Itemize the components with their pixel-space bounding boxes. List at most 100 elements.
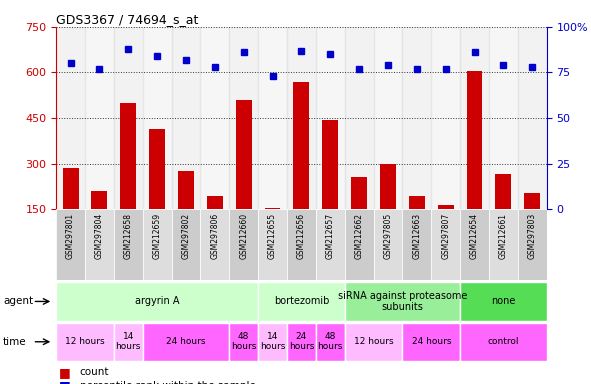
Bar — [258, 27, 287, 209]
Text: 48
hours: 48 hours — [231, 332, 256, 351]
Text: 12 hours: 12 hours — [354, 337, 394, 346]
Bar — [229, 323, 258, 361]
Text: 14
hours: 14 hours — [116, 332, 141, 351]
Bar — [265, 208, 281, 255]
Text: GSM212658: GSM212658 — [124, 213, 133, 259]
Bar — [345, 323, 402, 361]
Text: 48
hours: 48 hours — [317, 332, 343, 351]
Text: ■: ■ — [59, 366, 71, 379]
Bar — [316, 209, 345, 280]
Bar — [316, 27, 345, 209]
Bar — [63, 168, 79, 255]
Text: GSM297804: GSM297804 — [95, 213, 104, 259]
Text: count: count — [80, 367, 109, 377]
Bar — [524, 192, 540, 255]
Bar — [345, 27, 374, 209]
Text: siRNA against proteasome
subunits: siRNA against proteasome subunits — [337, 291, 467, 312]
Bar — [287, 209, 316, 280]
Text: 24
hours: 24 hours — [289, 332, 314, 351]
Bar — [142, 27, 171, 209]
Text: GSM297807: GSM297807 — [441, 213, 450, 259]
Text: GSM212655: GSM212655 — [268, 213, 277, 259]
Bar — [200, 27, 229, 209]
Bar — [431, 209, 460, 280]
Bar — [402, 27, 431, 209]
Bar — [460, 27, 489, 209]
Text: argyrin A: argyrin A — [135, 296, 180, 306]
Bar — [380, 164, 396, 255]
Bar — [351, 177, 367, 255]
Bar — [92, 191, 108, 255]
Bar — [431, 27, 460, 209]
Text: GSM212662: GSM212662 — [355, 213, 363, 259]
Bar — [56, 209, 85, 280]
Text: agent: agent — [3, 296, 33, 306]
Bar — [460, 209, 489, 280]
Text: GSM212657: GSM212657 — [326, 213, 335, 259]
Text: GSM212660: GSM212660 — [239, 213, 248, 259]
Text: GDS3367 / 74694_s_at: GDS3367 / 74694_s_at — [56, 13, 199, 26]
Bar — [171, 27, 200, 209]
Text: ■: ■ — [59, 379, 71, 384]
Bar — [438, 205, 454, 255]
Bar — [402, 323, 460, 361]
Text: GSM212661: GSM212661 — [499, 213, 508, 259]
Bar — [114, 323, 142, 361]
Text: GSM212654: GSM212654 — [470, 213, 479, 259]
Bar — [460, 282, 547, 321]
Text: 12 hours: 12 hours — [65, 337, 105, 346]
Bar — [171, 209, 200, 280]
Bar — [207, 195, 223, 255]
Bar — [489, 209, 518, 280]
Bar — [200, 209, 229, 280]
Bar — [258, 323, 287, 361]
Bar — [294, 82, 309, 255]
Bar — [114, 27, 142, 209]
Bar — [460, 323, 547, 361]
Bar — [374, 27, 402, 209]
Bar — [402, 209, 431, 280]
Text: time: time — [3, 337, 27, 347]
Bar — [149, 129, 165, 255]
Text: 14
hours: 14 hours — [260, 332, 285, 351]
Bar — [322, 119, 338, 255]
Bar — [409, 195, 425, 255]
Bar — [258, 282, 345, 321]
Text: GSM212656: GSM212656 — [297, 213, 306, 259]
Bar — [345, 209, 374, 280]
Bar — [114, 209, 142, 280]
Bar — [229, 209, 258, 280]
Text: bortezomib: bortezomib — [274, 296, 329, 306]
Text: GSM297801: GSM297801 — [66, 213, 75, 259]
Bar — [518, 209, 547, 280]
Bar — [489, 27, 518, 209]
Bar — [495, 174, 511, 255]
Bar — [316, 323, 345, 361]
Bar — [374, 209, 402, 280]
Bar — [121, 103, 136, 255]
Bar — [518, 27, 547, 209]
Text: 24 hours: 24 hours — [411, 337, 451, 346]
Bar — [258, 209, 287, 280]
Text: GSM212663: GSM212663 — [413, 213, 421, 259]
Bar — [85, 27, 114, 209]
Text: GSM297803: GSM297803 — [528, 213, 537, 259]
Text: GSM297806: GSM297806 — [210, 213, 219, 259]
Bar — [178, 171, 194, 255]
Bar — [287, 27, 316, 209]
Bar — [142, 209, 171, 280]
Bar — [85, 209, 114, 280]
Text: GSM297805: GSM297805 — [384, 213, 392, 259]
Text: GSM297802: GSM297802 — [181, 213, 190, 259]
Bar — [56, 27, 85, 209]
Text: GSM212659: GSM212659 — [152, 213, 161, 259]
Bar — [229, 27, 258, 209]
Text: control: control — [488, 337, 519, 346]
Bar — [142, 323, 229, 361]
Bar — [345, 282, 460, 321]
Bar — [56, 282, 258, 321]
Text: 24 hours: 24 hours — [166, 337, 206, 346]
Text: none: none — [491, 296, 515, 306]
Bar — [236, 100, 252, 255]
Bar — [287, 323, 316, 361]
